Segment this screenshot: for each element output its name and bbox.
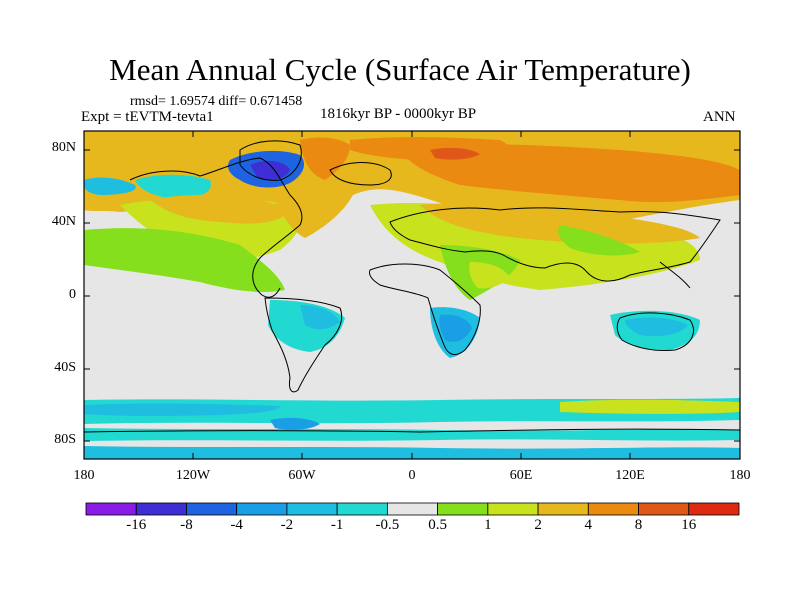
experiment-label: Expt = tEVTM-tevta1 bbox=[81, 109, 214, 125]
colorbar-label: -1 bbox=[330, 517, 344, 533]
colorbar bbox=[85, 502, 740, 516]
colorbar-swatch bbox=[688, 502, 740, 516]
lat-label-0: 0 bbox=[69, 287, 76, 302]
period-label: 1816kyr BP - 0000kyr BP bbox=[320, 106, 477, 122]
lon-label-180w: 180 bbox=[73, 468, 95, 483]
colorbar-label: 8 bbox=[634, 517, 643, 533]
axis-ticks bbox=[84, 131, 740, 459]
anomaly-field bbox=[84, 131, 740, 459]
colorbar-label: -2 bbox=[280, 517, 294, 533]
lat-label-80s: 80S bbox=[54, 432, 76, 447]
colorbar-swatch bbox=[487, 502, 539, 516]
plot-title: Mean Annual Cycle (Surface Air Temperatu… bbox=[109, 52, 691, 87]
colorbar-label: -4 bbox=[230, 517, 243, 533]
colorbar-label: 16 bbox=[681, 517, 697, 533]
colorbar-swatch bbox=[336, 502, 388, 516]
season-label: ANN bbox=[703, 109, 736, 125]
lon-label-180e: 180 bbox=[729, 468, 751, 483]
colorbar-label: 1 bbox=[484, 517, 492, 533]
colorbar-swatch bbox=[587, 502, 639, 516]
colorbar-swatch bbox=[135, 502, 187, 516]
colorbar-swatch bbox=[85, 502, 137, 516]
colorbar-label: -16 bbox=[126, 517, 147, 533]
lat-label-80n: 80N bbox=[51, 140, 76, 155]
lon-label-60w: 60W bbox=[288, 468, 316, 483]
colorbar-swatch bbox=[236, 502, 288, 516]
colorbar-swatch bbox=[537, 502, 589, 516]
colorbar-label: 0.5 bbox=[428, 517, 447, 533]
colorbar-swatch bbox=[286, 502, 338, 516]
lon-label-0: 0 bbox=[408, 468, 416, 483]
colorbar-swatch bbox=[638, 502, 690, 516]
stats-line: rmsd= 1.69574 diff= 0.671458 bbox=[130, 94, 303, 109]
colorbar-label: 2 bbox=[534, 517, 542, 533]
colorbar-swatch bbox=[437, 502, 489, 516]
colorbar-label: 4 bbox=[584, 517, 593, 533]
lon-label-60e: 60E bbox=[509, 468, 533, 483]
colorbar-swatch bbox=[386, 502, 439, 516]
lat-label-40s: 40S bbox=[54, 360, 76, 375]
lon-label-120w: 120W bbox=[175, 468, 211, 483]
lon-label-120e: 120E bbox=[615, 468, 645, 483]
colorbar-label: -0.5 bbox=[375, 517, 400, 533]
colorbar-label: -8 bbox=[180, 517, 193, 533]
coastlines bbox=[84, 140, 740, 433]
colorbar-swatch bbox=[186, 502, 238, 516]
lat-label-40n: 40N bbox=[51, 214, 76, 229]
